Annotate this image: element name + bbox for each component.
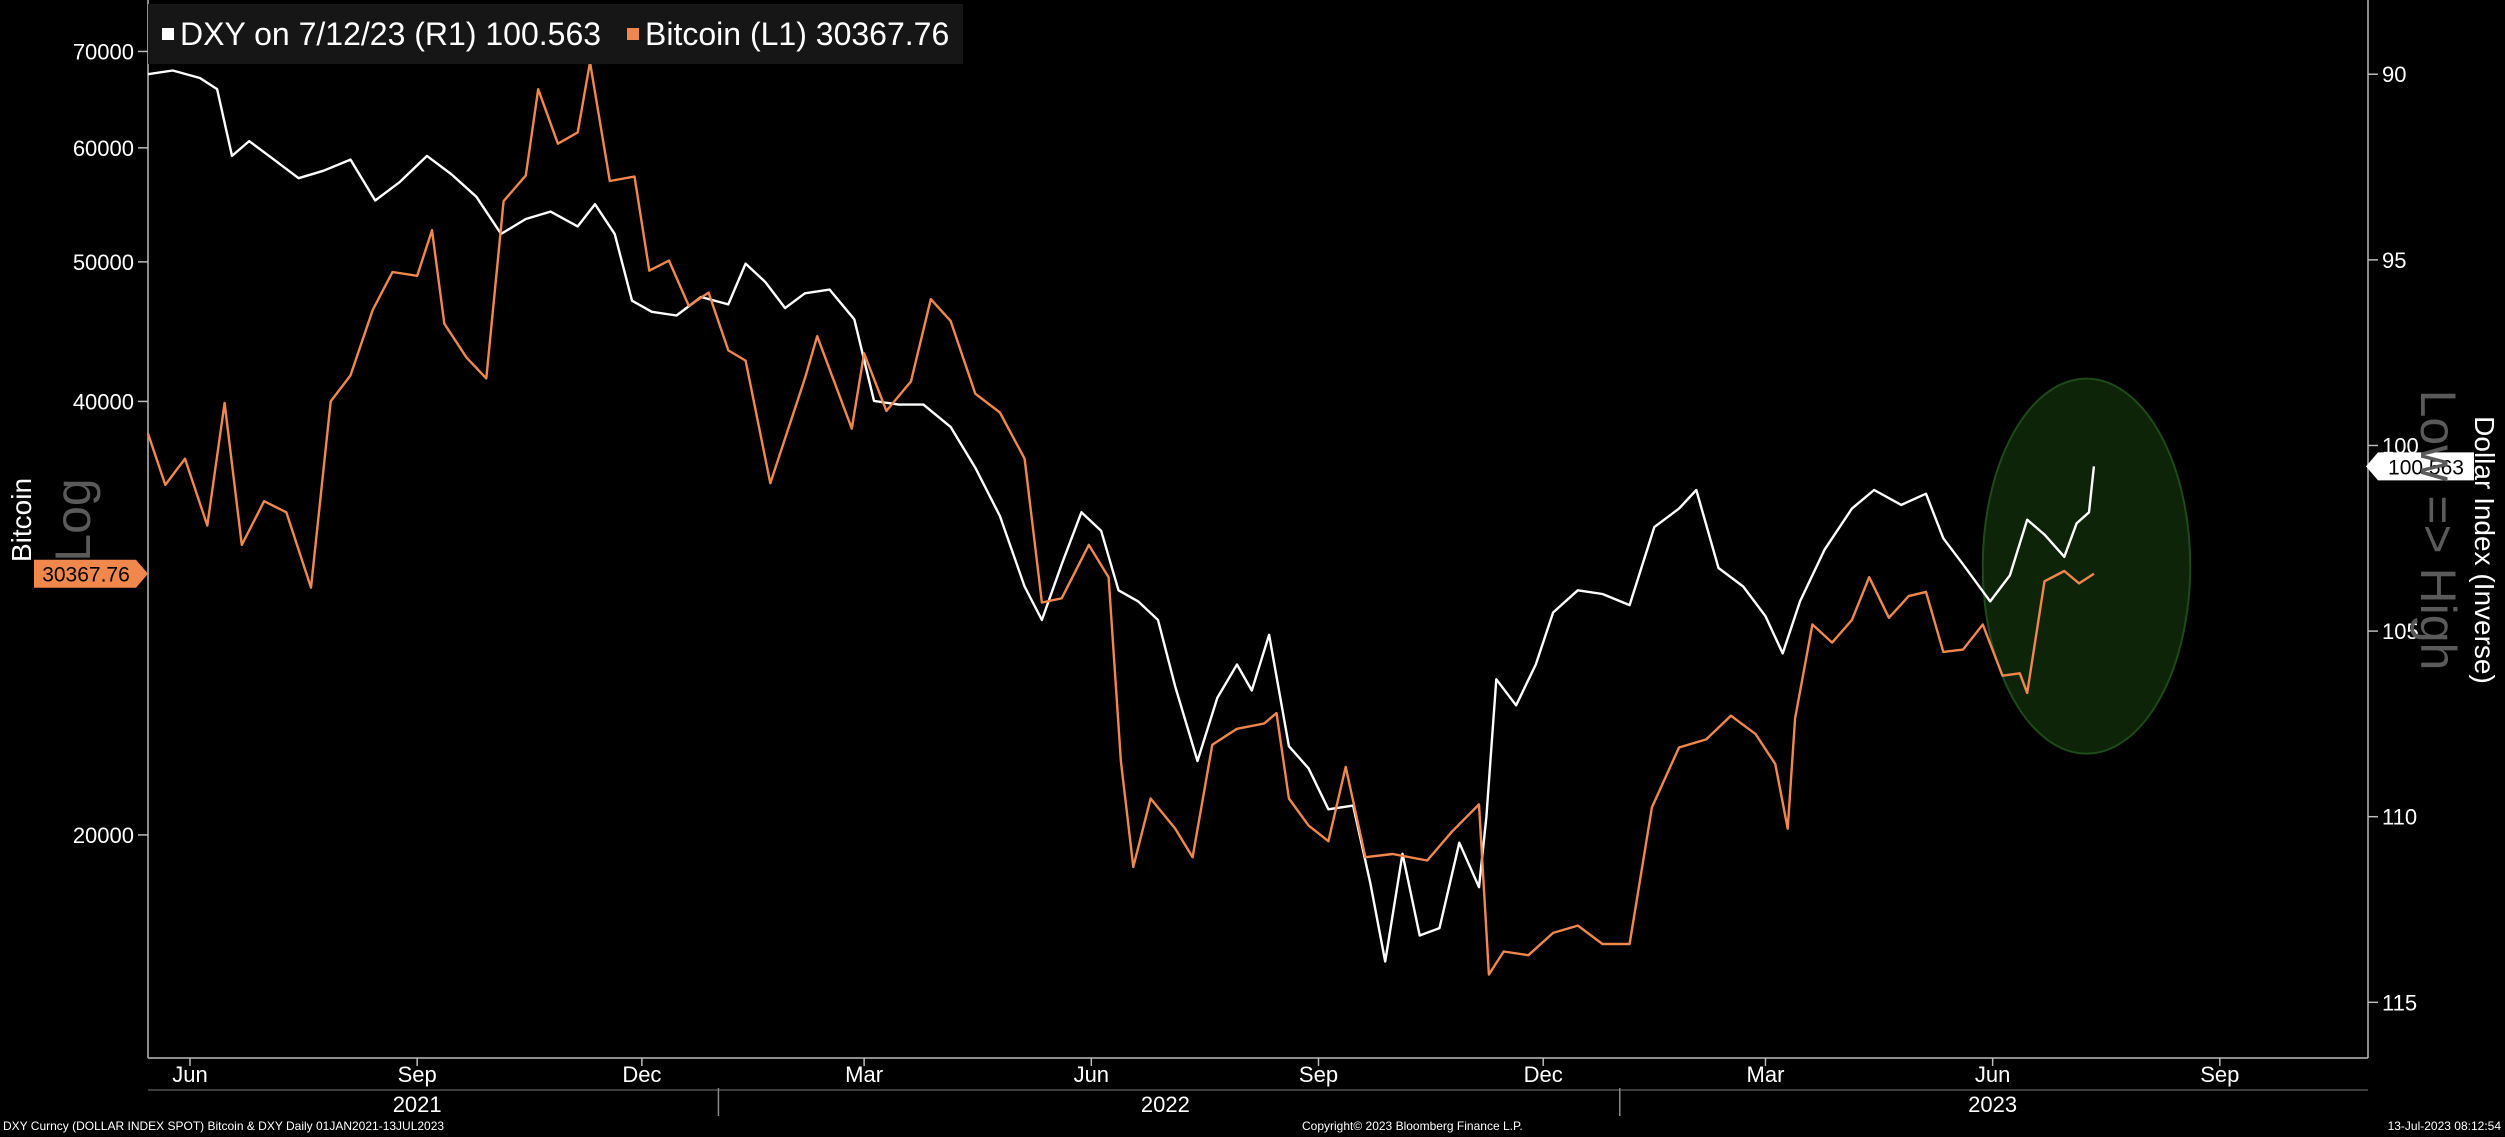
dxy-swatch-icon: [162, 28, 174, 40]
btc-last-value-callout: [34, 559, 148, 588]
legend-label-btc: Bitcoin (L1) 30367.76: [645, 15, 950, 52]
x-tick-label: Mar: [1747, 1062, 1785, 1087]
right-tick-label: 90: [2382, 62, 2406, 87]
x-tick-label: Jun: [1074, 1062, 1109, 1087]
x-year-label: 2023: [1968, 1092, 2017, 1117]
x-year-label: 2021: [393, 1092, 442, 1117]
log-scale-watermark: Log: [45, 470, 101, 570]
left-tick-label: 20000: [73, 823, 134, 848]
footer-copyright: Copyright© 2023 Bloomberg Finance L.P.: [1302, 1119, 1523, 1133]
left-axis-title: Bitcoin: [2, 440, 42, 600]
series-line-dxy: [147, 69, 2096, 963]
right-tick-label: 110: [2382, 805, 2417, 830]
btc-swatch-icon: [627, 28, 640, 40]
inverse-scale-watermark: Low => High: [2408, 380, 2468, 680]
left-tick-label: 50000: [73, 250, 134, 275]
right-tick-label: 115: [2382, 990, 2417, 1015]
x-tick-label: Mar: [845, 1062, 883, 1087]
legend-item-btc: Bitcoin (L1) 30367.76: [627, 16, 949, 53]
footer-description: DXY Curncy (DOLLAR INDEX SPOT) Bitcoin &…: [3, 1119, 445, 1133]
footer-timestamp: 13-Jul-2023 08:12:54: [2387, 1119, 2501, 1133]
series-line-bitcoin: [146, 61, 2095, 976]
x-tick-label: Sep: [1299, 1062, 1338, 1087]
x-tick-label: Jun: [1975, 1062, 2010, 1087]
highlight-ellipse: [1981, 377, 2192, 755]
btc-last-value-text: 30367.76: [42, 564, 130, 587]
right-tick-label: 95: [2382, 248, 2406, 273]
right-tick-label: 105: [2382, 619, 2419, 644]
left-tick-label: 70000: [73, 39, 134, 64]
chart-legend: DXY on 7/12/23 (R1) 100.563 Bitcoin (L1)…: [148, 4, 964, 64]
inverse-scale-watermark-text: Low => High: [2410, 389, 2466, 671]
x-tick-label: Dec: [1524, 1062, 1563, 1087]
dxy-last-value-callout: [2366, 452, 2474, 481]
x-tick-label: Sep: [2200, 1062, 2239, 1087]
right-axis-title: Dollar Index (Inverse): [2464, 370, 2504, 730]
x-tick-label: Dec: [622, 1062, 661, 1087]
dxy-last-value-text: 100.563: [2388, 456, 2464, 479]
x-year-label: 2022: [1141, 1092, 1190, 1117]
right-axis-title-text: Dollar Index (Inverse): [2469, 416, 2500, 684]
left-axis-title-text: Bitcoin: [6, 477, 37, 563]
legend-item-dxy: DXY on 7/12/23 (R1) 100.563: [162, 16, 601, 53]
left-tick-label: 60000: [73, 136, 134, 161]
left-tick-label: 40000: [73, 389, 134, 414]
x-tick-label: Sep: [398, 1062, 437, 1087]
legend-label-dxy: DXY on 7/12/23 (R1) 100.563: [180, 15, 602, 52]
log-scale-watermark-text: Log: [45, 478, 101, 562]
x-tick-label: Jun: [172, 1062, 207, 1087]
